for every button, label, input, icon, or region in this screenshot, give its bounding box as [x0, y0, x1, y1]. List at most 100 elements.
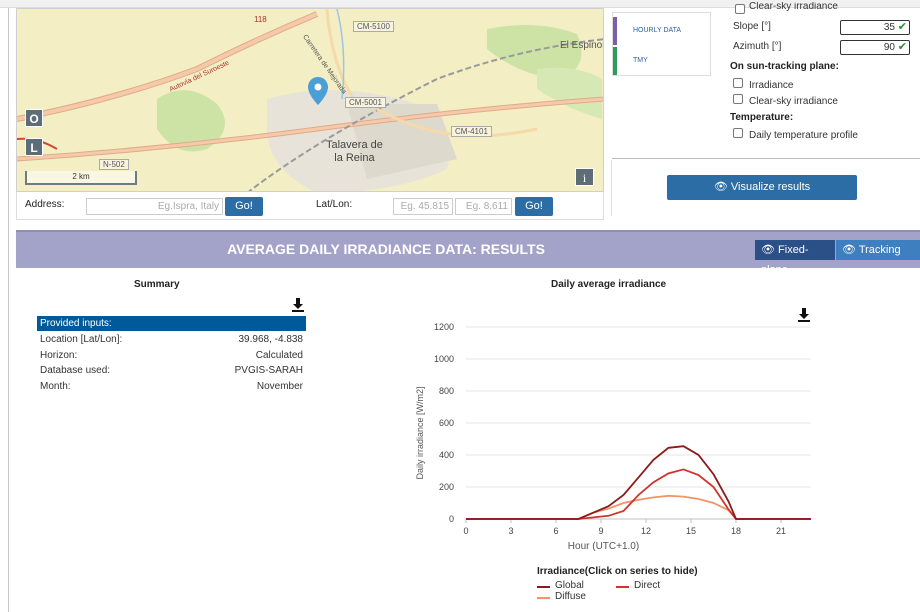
page-left-border [8, 8, 9, 612]
slope-input[interactable]: 35 ✔ [840, 20, 910, 35]
irradiance-checkbox[interactable] [733, 78, 743, 88]
tab-tmy-color-bar [613, 47, 617, 75]
lon-input[interactable]: Eg. 8.611 [455, 198, 512, 215]
tracking-plane-heading: On sun-tracking plane: [730, 61, 839, 72]
map-scale-bar: 2 km [25, 171, 137, 185]
city-label: Talavera de la Reina [326, 139, 383, 165]
map-info-button[interactable]: i [575, 168, 594, 186]
summary-key: Location [Lat/Lon]: [40, 334, 123, 345]
latlon-go-button[interactable]: Go! [515, 197, 553, 216]
azimuth-label: Azimuth [°] [733, 41, 782, 52]
chart-download-glyph [798, 308, 810, 322]
chart-download-icon[interactable] [797, 307, 811, 326]
browser-top-strip [0, 0, 920, 8]
series-line-global [466, 445, 811, 520]
summary-download-icon[interactable] [291, 297, 305, 316]
tab-tmy-label: TMY [633, 57, 648, 64]
legend-label-diffuse: Diffuse [555, 591, 586, 602]
results-header: AVERAGE DAILY IRRADIANCE DATA: RESULTS 👁… [16, 230, 920, 276]
temperature-heading: Temperature: [730, 112, 794, 123]
x-tick-label: 12 [641, 526, 651, 536]
clearsky-top-checkbox[interactable] [735, 4, 745, 14]
summary-title: Summary [134, 279, 180, 290]
y-tick-label: 1000 [434, 354, 454, 364]
clearsky-label: Clear-sky irradiance [749, 96, 838, 107]
visualize-results-button[interactable]: 👁 Visualize results [667, 175, 857, 200]
summary-value: Calculated [255, 350, 303, 361]
summary-key: Database used: [40, 365, 111, 376]
zoom-in-button[interactable]: O [25, 109, 43, 127]
legend-title: Irradiance(Click on series to hide) [537, 566, 698, 577]
map-view[interactable]: O L Talavera de la Reina El Espinos Auto… [16, 8, 604, 192]
lat-input[interactable]: Eg. 45.815 [393, 198, 453, 215]
summary-row: Horizon: Calculated [40, 348, 303, 363]
y-tick-label: 0 [449, 514, 454, 524]
address-label: Address: [25, 199, 65, 210]
tab-hourly-color-bar [613, 17, 617, 45]
visualize-label: Visualize results [730, 181, 811, 193]
x-tick-label: 15 [686, 526, 696, 536]
road-label-118: 118 [254, 15, 267, 24]
legend-swatch-global [537, 586, 550, 588]
summary-row: Month: November [40, 379, 303, 394]
fixed-plane-label: Fixed-plane [761, 244, 809, 276]
x-axis-label: Hour (UTC+1.0) [568, 541, 639, 552]
clearsky-checkbox[interactable] [733, 94, 743, 104]
legend-swatch-diffuse [537, 597, 550, 599]
city-label-line2: la Reina [334, 152, 375, 164]
address-input[interactable]: Eg.Ispra, Italy [86, 198, 223, 215]
legend-item-diffuse[interactable]: Diffuse [537, 591, 586, 602]
place-label-el-espino: El Espinos [560, 40, 604, 51]
y-axis-label: Daily irradiance [W/m2] [415, 386, 425, 479]
road-label-n502: N-502 [99, 159, 129, 170]
x-tick-label: 21 [776, 526, 786, 536]
eye-icon: 👁 [713, 181, 728, 193]
irradiance-label: Irradiance [749, 80, 794, 91]
tracking-eye-icon: 👁 [842, 244, 856, 256]
tab-hourly-label: HOURLY DATA [633, 27, 682, 34]
y-tick-label: 200 [439, 482, 454, 492]
slope-valid-check-icon: ✔ [897, 21, 907, 33]
y-tick-label: 1200 [434, 322, 454, 332]
azimuth-input[interactable]: 90 ✔ [840, 40, 910, 55]
summary-value: November [256, 381, 303, 392]
latlon-label: Lat/Lon: [316, 199, 353, 210]
y-tick-label: 600 [439, 418, 454, 428]
road-label-cm5100: CM-5100 [353, 21, 394, 32]
location-pin-icon[interactable] [307, 75, 329, 107]
tab-tmy[interactable]: TMY [613, 47, 712, 75]
fixed-plane-toggle[interactable]: 👁 Fixed-plane [755, 240, 835, 276]
legend-swatch-direct [616, 586, 629, 588]
x-tick-label: 0 [463, 526, 468, 536]
summary-key: Horizon: [40, 350, 78, 361]
daily-temp-label: Daily temperature profile [749, 130, 858, 141]
x-tick-label: 18 [731, 526, 741, 536]
panel-vertical-divider [611, 160, 612, 216]
summary-value: 39.968, -4.838 [238, 334, 304, 345]
chart-title: Daily average irradiance [551, 279, 667, 290]
legend-label-global: Global [555, 580, 584, 591]
legend-label-direct: Direct [634, 580, 661, 591]
zoom-out-button[interactable]: L [25, 138, 43, 156]
tracking-label: Tracking [858, 244, 901, 256]
summary-row: Database used: PVGIS-SARAH [40, 363, 303, 378]
road-label-cm4101: CM-4101 [451, 126, 492, 137]
tool-tabs: HOURLY DATA TMY [612, 12, 711, 76]
tab-hourly-data[interactable]: HOURLY DATA [613, 17, 712, 45]
address-go-button[interactable]: Go! [225, 197, 263, 216]
y-tick-label: 800 [439, 386, 454, 396]
x-tick-label: 6 [553, 526, 558, 536]
panel-divider [612, 158, 920, 159]
map-graphics [17, 9, 603, 191]
legend-item-global[interactable]: Global [537, 580, 584, 591]
slope-value: 35 [883, 22, 895, 33]
summary-row: Location [Lat/Lon]: 39.968, -4.838 [40, 332, 303, 347]
azimuth-valid-check-icon: ✔ [897, 41, 907, 53]
x-tick-label: 9 [598, 526, 603, 536]
summary-download-glyph [292, 298, 304, 312]
daily-temp-checkbox[interactable] [733, 128, 743, 138]
summary-key: Month: [40, 381, 71, 392]
y-tick-label: 400 [439, 450, 454, 460]
legend-item-direct[interactable]: Direct [616, 580, 660, 591]
tracking-toggle[interactable]: 👁 Tracking [836, 240, 920, 260]
